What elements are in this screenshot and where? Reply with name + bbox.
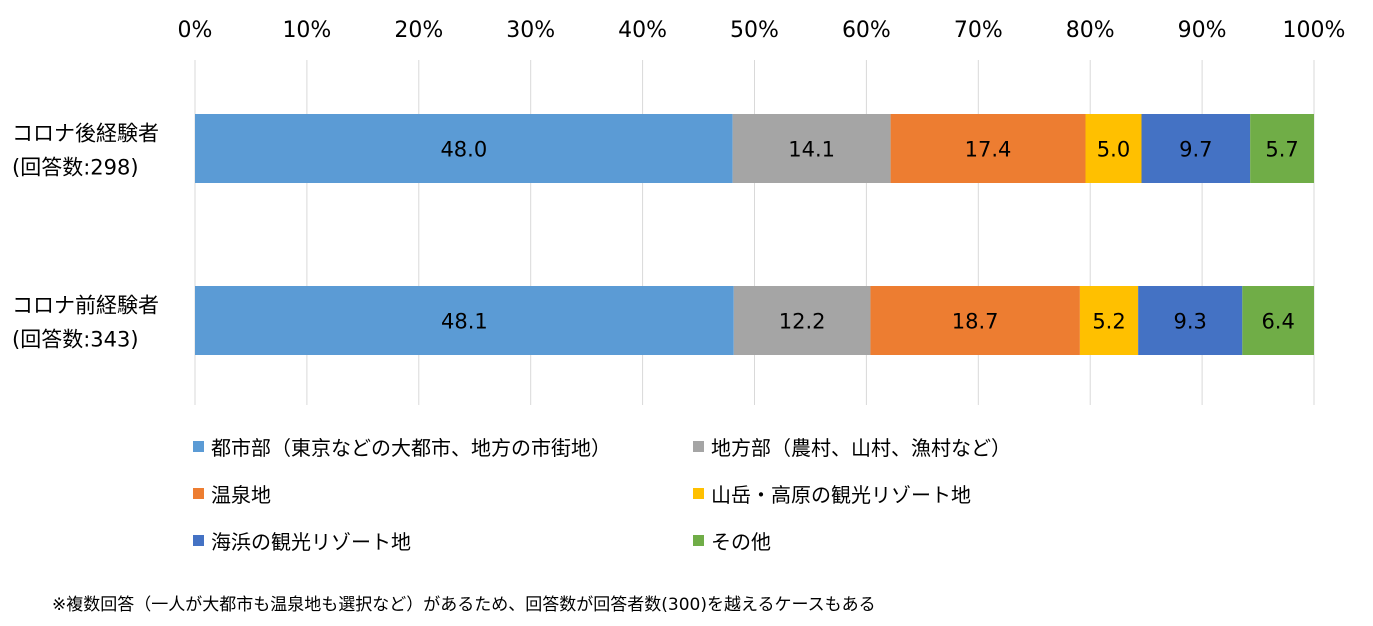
bar-post-covid-rural bbox=[732, 114, 891, 183]
legend-swatch-onsen bbox=[193, 488, 204, 499]
x-tick-label: 100% bbox=[1283, 18, 1346, 43]
legend-swatch-beach bbox=[193, 535, 204, 546]
bar-pre-covid-mountain bbox=[1079, 286, 1139, 355]
category-count-pre-covid: (回答数:343) bbox=[12, 328, 139, 352]
x-tick-label: 0% bbox=[178, 18, 213, 43]
legend-item-mountain: 山岳・高原の観光リゾート地 bbox=[693, 479, 971, 508]
category-label-post-covid: コロナ後経験者 bbox=[12, 122, 159, 146]
legend-swatch-mountain bbox=[693, 488, 704, 499]
x-tick-label: 80% bbox=[1066, 18, 1115, 43]
data-label-pre-covid-mountain: 5.2 bbox=[1092, 310, 1125, 334]
legend-swatch-other bbox=[693, 535, 704, 546]
category-count-post-covid: (回答数:298) bbox=[12, 156, 139, 180]
x-tick-label: 20% bbox=[394, 18, 443, 43]
data-label-pre-covid-beach: 9.3 bbox=[1174, 310, 1207, 334]
legend-label-onsen: 温泉地 bbox=[211, 483, 271, 507]
data-label-post-covid-onsen: 17.4 bbox=[965, 138, 1012, 162]
bar-pre-covid-urban bbox=[195, 286, 734, 355]
legend-item-rural: 地方部（農村、山村、漁村など） bbox=[693, 432, 1011, 461]
legend-label-other: その他 bbox=[711, 530, 771, 554]
legend-label-rural: 地方部（農村、山村、漁村など） bbox=[711, 436, 1011, 460]
legend-item-urban: 都市部（東京などの大都市、地方の市街地） bbox=[193, 432, 611, 461]
legend-swatch-rural bbox=[693, 441, 704, 452]
legend-item-onsen: 温泉地 bbox=[193, 479, 271, 508]
bar-post-covid-onsen bbox=[890, 114, 1086, 183]
x-tick-label: 70% bbox=[954, 18, 1003, 43]
data-label-post-covid-beach: 9.7 bbox=[1179, 138, 1212, 162]
legend-label-urban: 都市部（東京などの大都市、地方の市街地） bbox=[211, 436, 611, 460]
bar-pre-covid-beach bbox=[1138, 286, 1243, 355]
bar-post-covid-beach bbox=[1141, 114, 1251, 183]
bar-pre-covid-rural bbox=[733, 286, 871, 355]
bar-post-covid-urban bbox=[195, 114, 733, 183]
data-label-pre-covid-rural: 12.2 bbox=[779, 310, 826, 334]
legend-swatch-urban bbox=[193, 441, 204, 452]
category-label-pre-covid: コロナ前経験者 bbox=[12, 294, 159, 318]
legend-item-beach: 海浜の観光リゾート地 bbox=[193, 526, 411, 555]
x-tick-label: 30% bbox=[506, 18, 555, 43]
x-tick-label: 10% bbox=[282, 18, 331, 43]
data-label-post-covid-urban: 48.0 bbox=[440, 138, 487, 162]
legend-label-mountain: 山岳・高原の観光リゾート地 bbox=[711, 483, 971, 507]
data-label-pre-covid-urban: 48.1 bbox=[441, 310, 488, 334]
x-tick-label: 60% bbox=[842, 18, 891, 43]
bar-pre-covid-onsen bbox=[870, 286, 1080, 355]
bar-pre-covid-other bbox=[1242, 286, 1314, 355]
data-label-post-covid-mountain: 5.0 bbox=[1097, 138, 1130, 162]
data-label-post-covid-rural: 14.1 bbox=[788, 138, 835, 162]
data-label-pre-covid-other: 6.4 bbox=[1261, 310, 1294, 334]
bar-post-covid-mountain bbox=[1085, 114, 1142, 183]
legend-label-beach: 海浜の観光リゾート地 bbox=[211, 530, 411, 554]
legend-item-other: その他 bbox=[693, 526, 771, 555]
bar-post-covid-other bbox=[1250, 114, 1314, 183]
x-tick-label: 50% bbox=[730, 18, 779, 43]
x-tick-label: 40% bbox=[618, 18, 667, 43]
data-label-pre-covid-onsen: 18.7 bbox=[952, 310, 999, 334]
footnote: ※複数回答（一人が大都市も温泉地も選択など）があるため、回答数が回答者数(300… bbox=[52, 595, 876, 615]
stacked-bar-chart: 0% 10% 20% 30% 40% 50% 60% 70% 80% 90% 100% コロナ後経験者… bbox=[12, 18, 1346, 405]
x-tick-label: 90% bbox=[1178, 18, 1227, 43]
data-label-post-covid-other: 5.7 bbox=[1265, 138, 1298, 162]
